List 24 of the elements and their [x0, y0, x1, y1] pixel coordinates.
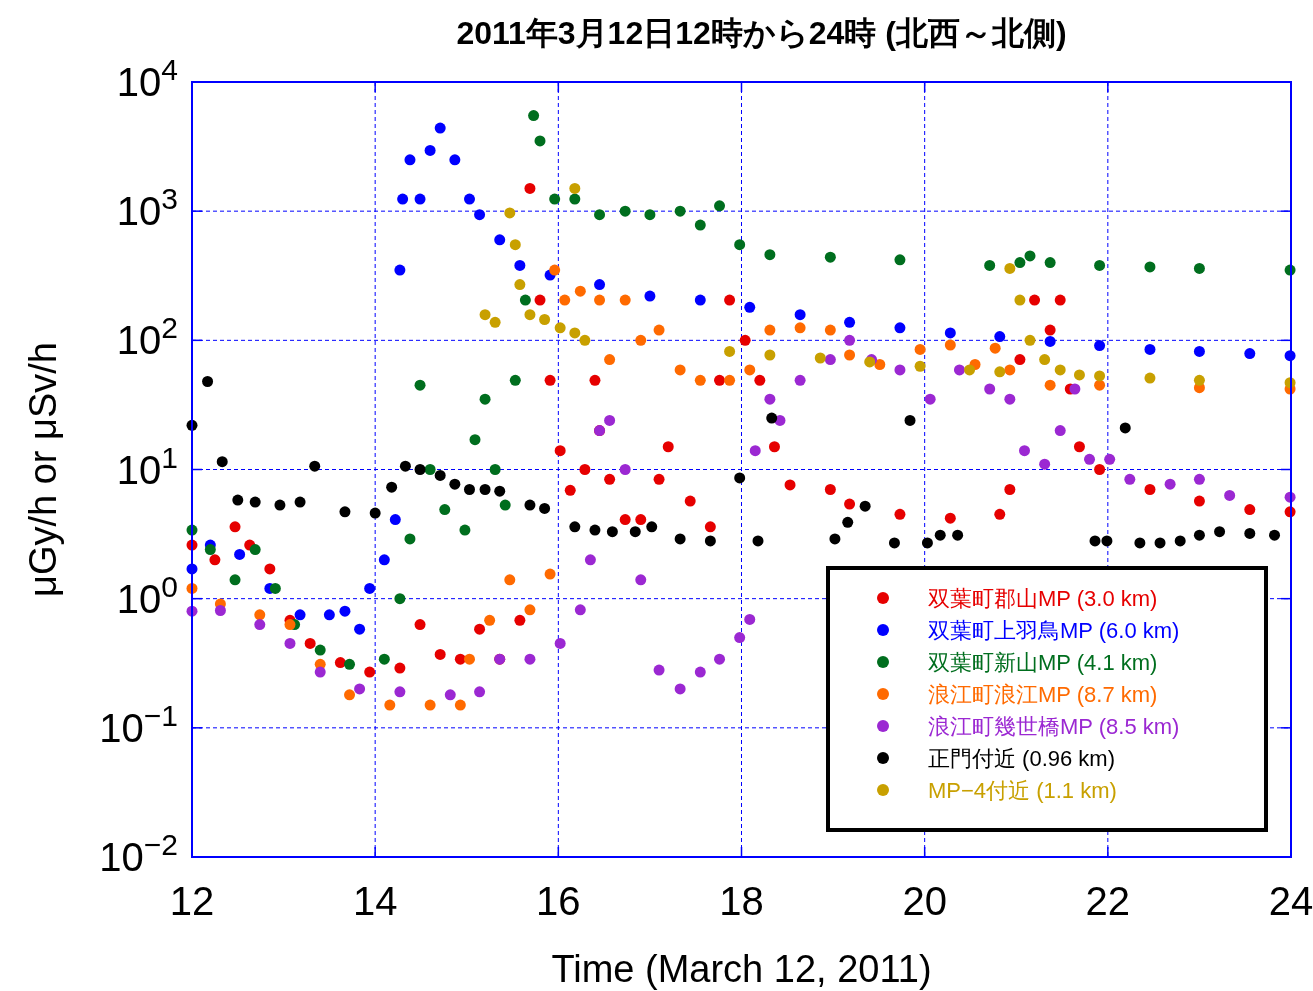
- x-tick-label: 24: [1268, 879, 1313, 923]
- x-tick-label: 16: [536, 879, 581, 923]
- y-axis-title: μGy/h or μSv/h: [22, 342, 64, 597]
- x-tick-label: 22: [1085, 879, 1131, 923]
- x-axis-title: Time (March 12, 2011): [551, 948, 932, 990]
- y-tick-label: 10$^{2}$: [116, 310, 178, 363]
- legend-label: 浪江町浪江MP (8.7 km): [928, 682, 1158, 707]
- y-tick-label: 10$^{1}$: [116, 440, 178, 492]
- x-tick-label: 18: [719, 879, 764, 923]
- y-tick-label: 10$^{−2}$: [99, 827, 178, 879]
- x-tick-label: 14: [352, 879, 398, 923]
- y-tick-label: 10$^{3}$: [116, 181, 178, 234]
- x-tick-label: 12: [169, 879, 215, 923]
- x-tick-label: 20: [902, 879, 947, 923]
- y-tick-label: 10$^{−1}$: [99, 698, 178, 750]
- legend-label: 双葉町郡山MP (3.0 km): [928, 586, 1158, 611]
- legend-label: MP−4付近 (1.1 km): [928, 778, 1117, 803]
- legend-label: 浪江町幾世橋MP (8.5 km): [928, 714, 1180, 739]
- legend-label: 双葉町上羽鳥MP (6.0 km): [928, 618, 1180, 643]
- legend-label: 双葉町新山MP (4.1 km): [928, 650, 1158, 675]
- legend-label: 正門付近 (0.96 km): [928, 746, 1116, 771]
- y-tick-label: 10$^{4}$: [116, 52, 178, 104]
- y-tick-label: 10$^{0}$: [116, 569, 178, 621]
- chart-title: 2011年3月12日12時から24時 (北西～北側): [456, 15, 1067, 51]
